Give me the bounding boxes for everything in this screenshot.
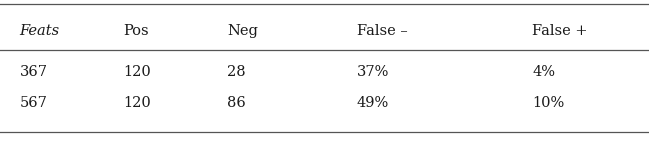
Text: Pos: Pos [123, 24, 149, 38]
Text: 367: 367 [19, 64, 47, 79]
Text: Feats: Feats [19, 24, 60, 38]
Text: 86: 86 [227, 96, 246, 110]
Text: 120: 120 [123, 64, 151, 79]
Text: False –: False – [357, 24, 408, 38]
Text: Neg: Neg [227, 24, 258, 38]
Text: 10%: 10% [532, 96, 565, 110]
Text: 28: 28 [227, 64, 246, 79]
Text: 120: 120 [123, 96, 151, 110]
Text: 4%: 4% [532, 64, 555, 79]
Text: 37%: 37% [357, 64, 389, 79]
Text: False +: False + [532, 24, 588, 38]
Text: 567: 567 [19, 96, 47, 110]
Text: 49%: 49% [357, 96, 389, 110]
